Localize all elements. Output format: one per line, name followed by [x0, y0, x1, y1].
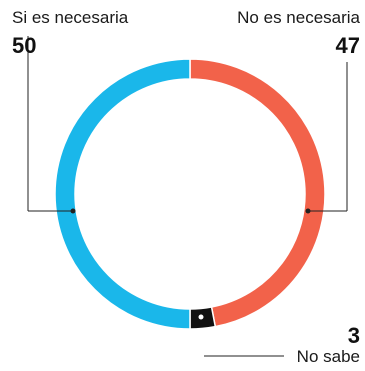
label-no-name: No es necesaria [237, 8, 360, 27]
label-ns-name: No sabe [297, 347, 360, 366]
donut-slices [54, 58, 326, 330]
label-si-name: Si es necesaria [12, 8, 129, 27]
label-ns-value: 3 [348, 323, 360, 348]
label-si-value: 50 [12, 33, 36, 58]
leader-dot-si [70, 208, 76, 214]
leader-dot-no [305, 208, 311, 214]
leader-dot-ns [198, 314, 204, 320]
label-no-value: 47 [336, 33, 360, 58]
slice-no-es-necesaria [189, 58, 326, 328]
slice-si-es-necesaria [54, 58, 191, 330]
leader-lines [27, 36, 348, 357]
